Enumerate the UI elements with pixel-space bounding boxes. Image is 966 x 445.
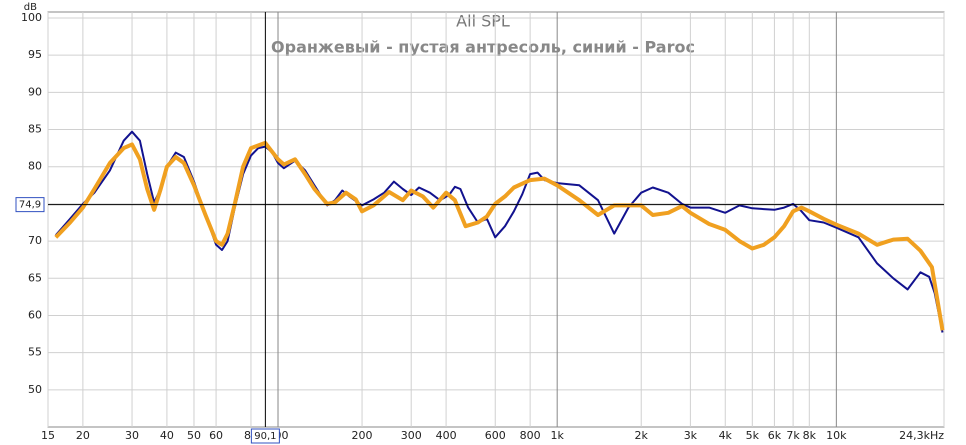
cursor-y-box (15, 197, 45, 213)
cursor-y-label: 74,9 (19, 200, 41, 211)
plot-frame (47, 11, 945, 428)
x-tick-label: 800 (520, 429, 541, 442)
x-tick-label: 20 (76, 429, 90, 442)
y-tick-label: 65 (28, 271, 42, 284)
series-line (54, 140, 945, 331)
x-tick-label: 400 (436, 429, 457, 442)
y-tick-label: 60 (28, 308, 42, 321)
x-tick-label: 50 (187, 429, 201, 442)
chart-subtitle: Оранжевый - пустая антресоль, синий - Pa… (271, 38, 695, 57)
x-tick-label: 3k (684, 429, 698, 442)
y-tick-label: 90 (28, 85, 42, 98)
x-tick-label: 60 (209, 429, 223, 442)
y-tick-label: 55 (28, 346, 42, 359)
x-tick-label: 40 (160, 429, 174, 442)
x-tick-label: 4k (719, 429, 733, 442)
y-tick-label: 100 (21, 11, 42, 24)
x-tick-label: 300 (401, 429, 422, 442)
x-tick-label: 1k (550, 429, 564, 442)
x-tick-label: 600 (485, 429, 506, 442)
x-tick-label: 5k (746, 429, 760, 442)
x-tick-label: 8k (803, 429, 817, 442)
x-tick-label: 30 (125, 429, 139, 442)
cursor-x-box (250, 428, 280, 444)
x-tick-label: 15 (41, 429, 55, 442)
y-tick-label: 95 (28, 48, 42, 61)
y-tick-label: 80 (28, 160, 42, 173)
x-tick-label: 24,3kHz (899, 429, 944, 442)
x-tick-label: 2k (635, 429, 649, 442)
x-tick-label: 10k (826, 429, 847, 442)
y-tick-label: 85 (28, 123, 42, 136)
chart-title: All SPL (456, 12, 510, 31)
y-tick-label: 50 (28, 383, 42, 396)
x-tick-label: 7k (786, 429, 800, 442)
x-tick-label: 200 (352, 429, 373, 442)
y-unit: dB (24, 2, 37, 13)
y-tick-label: 70 (28, 234, 42, 247)
cursor-x-label: 90,1 (254, 431, 276, 442)
x-tick-label: 6k (768, 429, 782, 442)
